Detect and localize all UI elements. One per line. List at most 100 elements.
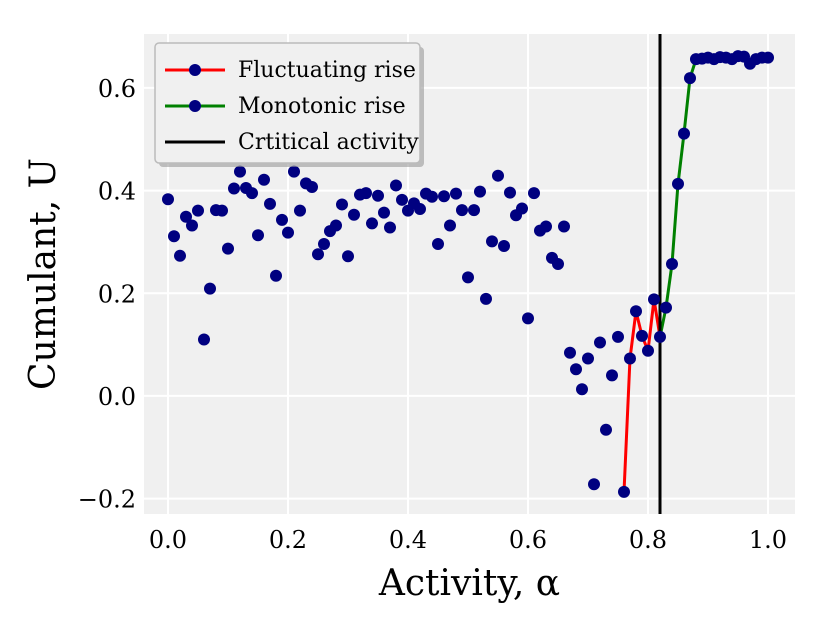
data-point (516, 202, 528, 215)
data-point (594, 336, 606, 349)
data-point (576, 383, 588, 396)
legend: Fluctuating rise Monotonic rise Crtitical … (154, 42, 424, 167)
data-point (492, 169, 504, 182)
legend-label-0: Fluctuating rise (238, 58, 416, 83)
data-point (252, 229, 264, 242)
data-point (426, 190, 438, 203)
data-point (666, 257, 678, 270)
data-point (474, 185, 486, 198)
data-point (468, 204, 480, 217)
data-point (318, 237, 330, 250)
data-point (198, 333, 210, 346)
data-point (174, 249, 186, 262)
y-tick-label: −0.2 (78, 486, 136, 514)
data-point (192, 204, 204, 217)
y-tick-label: 0.6 (98, 75, 136, 103)
data-point (180, 210, 192, 223)
data-point (570, 363, 582, 376)
data-point (336, 198, 348, 211)
data-point (528, 187, 540, 200)
data-point (582, 352, 594, 365)
data-point (540, 220, 552, 233)
data-point (522, 312, 534, 325)
data-point (684, 72, 696, 85)
data-point (264, 197, 276, 210)
data-point (612, 330, 624, 343)
data-point (462, 271, 474, 284)
data-point (630, 305, 642, 318)
data-point (306, 180, 318, 193)
data-point (600, 423, 612, 436)
x-tick-label: 0.4 (389, 526, 427, 554)
data-point (438, 190, 450, 203)
data-point (552, 257, 564, 270)
data-point (288, 165, 300, 178)
data-point (342, 250, 354, 263)
data-point (498, 240, 510, 253)
y-tick-label: 0.0 (98, 383, 136, 411)
data-point (504, 186, 516, 199)
data-point (480, 292, 492, 305)
data-point (678, 127, 690, 140)
y-tick-label: 0.2 (98, 280, 136, 308)
data-point (642, 344, 654, 357)
data-point (330, 219, 342, 232)
data-point (294, 204, 306, 217)
data-point (168, 230, 180, 243)
data-point (564, 346, 576, 359)
data-point (432, 237, 444, 250)
data-point (366, 217, 378, 230)
data-points (162, 50, 774, 498)
data-point (348, 208, 360, 221)
data-point (762, 51, 774, 64)
x-tick-label: 0.8 (629, 526, 667, 554)
data-point (222, 242, 234, 255)
data-point (672, 177, 684, 190)
legend-marker-0 (189, 64, 201, 76)
data-point (456, 204, 468, 217)
y-tick-label: 0.4 (98, 178, 136, 206)
x-tick-label: 0.0 (149, 526, 187, 554)
data-point (636, 329, 648, 342)
data-point (606, 369, 618, 382)
data-point (258, 173, 270, 186)
data-point (204, 282, 216, 295)
data-point (618, 485, 630, 498)
y-axis-label: Cumulant, U (23, 158, 64, 390)
data-point (378, 206, 390, 219)
tick-labels: 0.0 0.2 0.4 0.6 0.8 1.0 −0.2 0.0 0.2 0.4 0.6 (78, 75, 787, 554)
data-point (228, 182, 240, 195)
data-point (654, 330, 666, 343)
data-point (270, 269, 282, 282)
data-point (486, 235, 498, 248)
legend-marker-1 (189, 100, 201, 112)
data-point (372, 189, 384, 202)
data-point (360, 187, 372, 200)
x-axis-label: Activity, α (378, 563, 560, 604)
x-tick-label: 0.2 (269, 526, 307, 554)
data-point (216, 204, 228, 217)
data-point (234, 165, 246, 178)
data-point (246, 187, 258, 200)
legend-label-1: Monotonic rise (238, 94, 406, 119)
data-point (648, 293, 660, 306)
data-point (276, 213, 288, 226)
data-point (660, 301, 672, 314)
data-point (414, 203, 426, 216)
data-point (450, 187, 462, 200)
x-tick-label: 1.0 (749, 526, 787, 554)
data-point (390, 179, 402, 192)
data-point (162, 193, 174, 206)
data-point (384, 221, 396, 234)
legend-box (154, 42, 421, 164)
data-point (558, 220, 570, 233)
data-point (444, 219, 456, 232)
x-tick-label: 0.6 (509, 526, 547, 554)
legend-label-2: Crtitical activity (238, 130, 419, 155)
data-point (312, 248, 324, 261)
data-point (624, 352, 636, 365)
data-point (588, 478, 600, 491)
data-point (396, 193, 408, 206)
data-point (282, 226, 294, 239)
